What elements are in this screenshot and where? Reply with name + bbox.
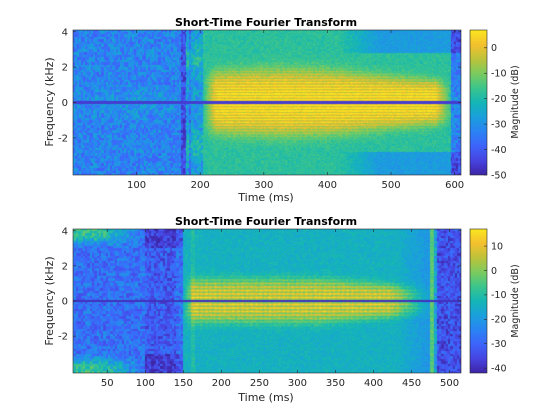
colorbar-ticks-1: -50 -40 -30 -20 -10 0 [484,43,507,181]
x-ticks-2: 50 100 150 200 250 300 350 400 450 500 [101,229,459,389]
colorbar-label-2: Magnitude (dB) [510,264,521,337]
colorbar-tick-label: -40 [491,145,507,156]
y-tick-label: 0 [62,98,68,109]
colorbar-tick-label: -20 [491,315,507,326]
spectrogram-panel-2: Short-Time Fourier Transform 50 100 150 200… [43,215,521,404]
colorbar-tick-label: -40 [491,363,507,374]
heatmap-image-1 [73,30,461,175]
colorbar-tick-label: 10 [491,241,503,252]
colorbar-tick-label: -30 [491,339,507,350]
y-tick-label: 4 [62,226,68,237]
colorbar-tick-label: -30 [491,119,507,130]
x-tick-label: 500 [440,378,459,389]
x-tick-label: 150 [174,378,193,389]
chart-title-1: Short-Time Fourier Transform [175,16,357,29]
colorbar-tick-label: 0 [491,43,497,54]
colorbar-tick-label: 0 [491,266,497,277]
colorbar-2 [470,229,487,373]
x-tick-label: 50 [101,378,114,389]
y-tick-label: -2 [58,133,68,144]
x-axis-label-1: Time (ms) [237,191,293,204]
colorbar-tick-label: -50 [491,170,507,181]
colorbar-ticks-2: -40 -30 -20 -10 0 10 [484,241,507,374]
colorbar-tick-label: -10 [491,69,507,80]
colorbar-tick-label: -10 [491,290,507,301]
y-tick-label: 0 [62,297,68,308]
y-tick-label: 2 [62,63,68,74]
x-tick-label: 400 [364,378,383,389]
y-tick-label: -2 [58,332,68,343]
x-tick-label: 200 [191,180,210,191]
y-ticks-1: -2 0 2 4 [58,27,461,144]
y-axis-label-2: Frequency (kHz) [43,256,56,345]
x-tick-label: 350 [326,378,345,389]
colorbar-tick-label: -20 [491,94,507,105]
heatmap-image-2 [73,229,461,373]
x-tick-label: 450 [402,378,421,389]
x-tick-label: 200 [212,378,231,389]
x-axis-label-2: Time (ms) [237,391,293,404]
x-tick-label: 100 [127,180,146,191]
colorbar-label-1: Magnitude (dB) [510,65,521,138]
x-tick-label: 600 [445,180,464,191]
spectrogram-panel-1: Short-Time Fourier Transform 100 200 300 40… [43,16,521,204]
x-tick-label: 300 [288,378,307,389]
x-ticks-1: 100 200 300 400 500 600 [127,30,464,191]
y-tick-label: 2 [62,261,68,272]
x-tick-label: 300 [254,180,273,191]
x-tick-label: 100 [136,378,155,389]
colorbar-1 [470,30,487,175]
x-tick-label: 500 [381,180,400,191]
y-axis-label-1: Frequency (kHz) [43,57,56,146]
y-ticks-2: -2 0 2 4 [58,226,461,343]
chart-title-2: Short-Time Fourier Transform [175,215,357,228]
colorbar-frame-2 [469,228,488,374]
x-tick-label: 250 [250,378,269,389]
x-tick-label: 400 [318,180,337,191]
colorbar-frame-1 [469,29,488,176]
y-tick-label: 4 [62,27,68,38]
